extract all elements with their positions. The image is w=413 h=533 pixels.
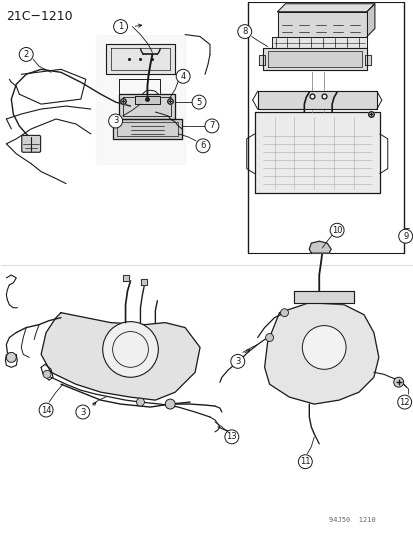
Polygon shape: [95, 35, 185, 164]
Polygon shape: [258, 55, 264, 66]
Circle shape: [224, 430, 238, 444]
Circle shape: [136, 398, 144, 406]
FancyBboxPatch shape: [22, 135, 40, 152]
Circle shape: [76, 405, 90, 419]
Text: 2: 2: [24, 50, 29, 59]
Polygon shape: [309, 241, 330, 253]
Polygon shape: [271, 37, 366, 49]
Polygon shape: [41, 313, 199, 400]
Polygon shape: [141, 279, 147, 285]
Text: 12: 12: [399, 398, 409, 407]
Circle shape: [230, 354, 244, 368]
Text: 7: 7: [209, 122, 214, 131]
Text: 11: 11: [299, 457, 310, 466]
Circle shape: [237, 25, 251, 38]
Text: 10: 10: [331, 226, 342, 235]
Text: 3: 3: [235, 357, 240, 366]
Text: 8: 8: [242, 27, 247, 36]
Circle shape: [192, 95, 206, 109]
Text: 1: 1: [118, 22, 123, 31]
Polygon shape: [264, 303, 378, 404]
Polygon shape: [262, 49, 366, 70]
Circle shape: [301, 326, 345, 369]
Text: 13: 13: [226, 432, 237, 441]
Circle shape: [102, 321, 158, 377]
Circle shape: [398, 229, 412, 243]
Circle shape: [113, 20, 127, 34]
Polygon shape: [112, 119, 182, 139]
Polygon shape: [267, 52, 361, 67]
Circle shape: [165, 399, 175, 409]
Text: 94J50  1210: 94J50 1210: [328, 517, 375, 523]
Circle shape: [393, 377, 403, 387]
Circle shape: [204, 119, 218, 133]
Text: 3: 3: [80, 408, 85, 416]
Circle shape: [43, 370, 51, 378]
Circle shape: [298, 455, 311, 469]
Polygon shape: [118, 94, 175, 119]
Polygon shape: [257, 91, 376, 109]
Polygon shape: [254, 112, 379, 193]
Circle shape: [280, 309, 288, 317]
Text: 21C−1210: 21C−1210: [6, 10, 73, 23]
Circle shape: [6, 352, 16, 362]
Polygon shape: [135, 96, 160, 104]
Polygon shape: [364, 55, 370, 66]
Polygon shape: [122, 275, 128, 281]
Circle shape: [397, 395, 411, 409]
Text: 14: 14: [41, 406, 51, 415]
Text: 5: 5: [196, 98, 201, 107]
Circle shape: [19, 47, 33, 61]
Polygon shape: [277, 4, 374, 12]
Text: 6: 6: [200, 141, 205, 150]
Polygon shape: [105, 44, 175, 74]
Polygon shape: [294, 291, 353, 303]
Text: 9: 9: [402, 232, 407, 241]
Circle shape: [39, 403, 53, 417]
Text: 4: 4: [180, 72, 185, 81]
Circle shape: [265, 334, 273, 342]
Polygon shape: [366, 4, 374, 37]
Polygon shape: [277, 12, 366, 37]
Circle shape: [108, 114, 122, 128]
Text: 3: 3: [113, 117, 118, 125]
Circle shape: [330, 223, 343, 237]
Circle shape: [196, 139, 209, 153]
Circle shape: [176, 69, 190, 83]
